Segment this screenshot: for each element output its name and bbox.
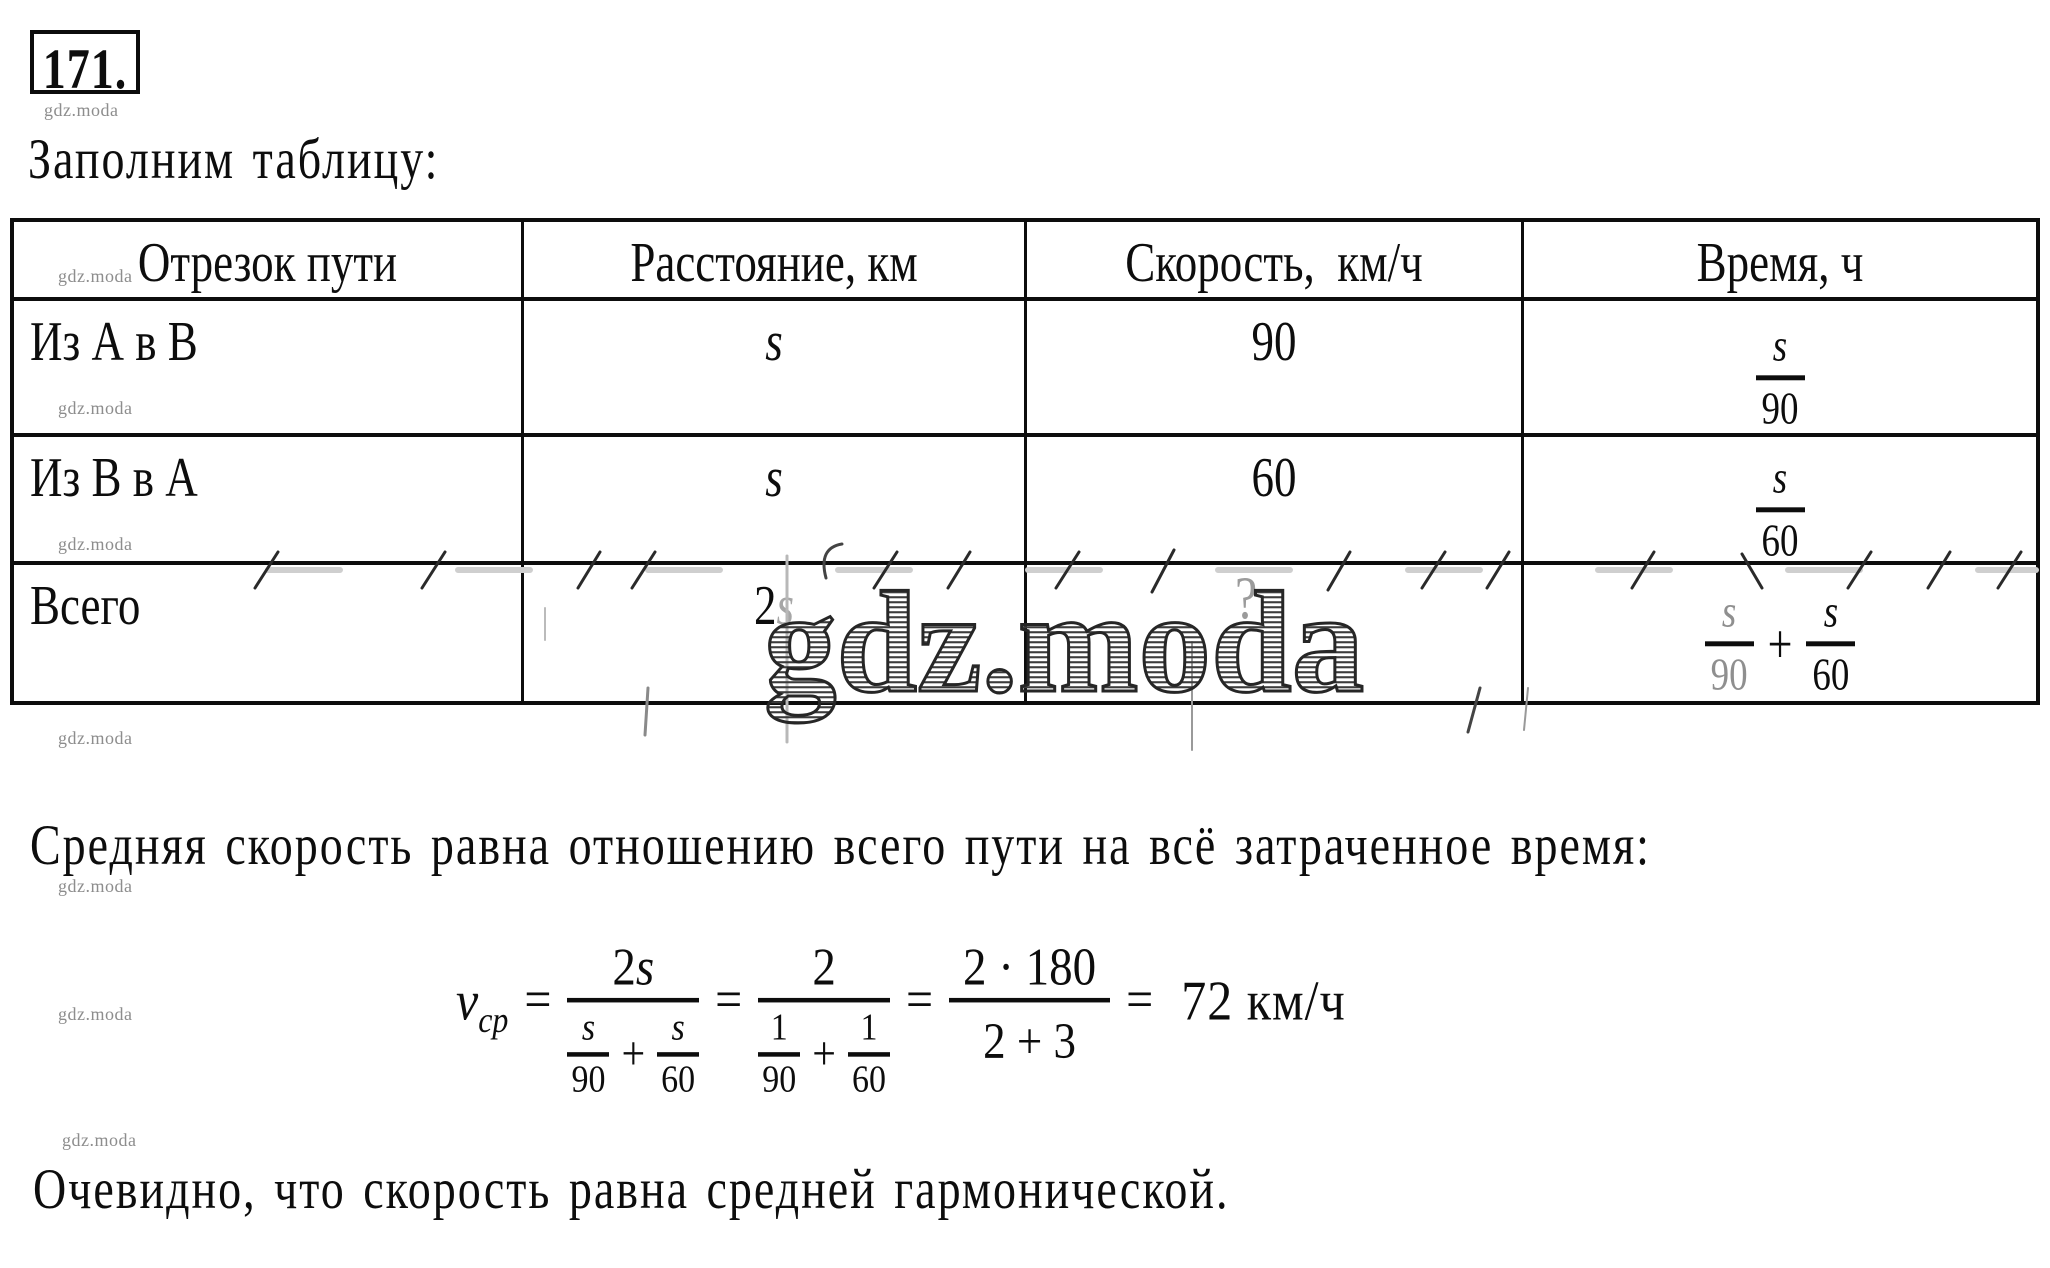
total-speed-question-mark: ? bbox=[1235, 564, 1258, 632]
fraction-bar bbox=[567, 997, 700, 1003]
row-ba-time: s 60 bbox=[1524, 437, 2036, 567]
row-total-speed: ? bbox=[1027, 564, 1524, 701]
problem-number-box: 171. bbox=[30, 30, 140, 100]
formula-variable: vср bbox=[456, 968, 509, 1040]
mini-fraction-s-60: s 60 bbox=[657, 1008, 700, 1101]
row-ab-label: Из А в В bbox=[14, 301, 524, 437]
plus-sign: + bbox=[621, 1028, 646, 1081]
watermark-small-8: gdz.moda bbox=[62, 1130, 137, 1150]
row-total-label: Всего bbox=[14, 565, 524, 701]
plus-sign: + bbox=[1767, 613, 1793, 675]
equals-sign: = bbox=[1126, 969, 1154, 1030]
fraction-sum: s 90 + s 60 bbox=[1704, 587, 1856, 701]
watermark-small-2: gdz.moda bbox=[58, 266, 133, 286]
watermark-big: gdz.moda bbox=[763, 562, 1366, 725]
solution-table: Отрезок пути Расстояние, км Скорость, км… bbox=[10, 218, 2040, 705]
table-header-distance: Расстояние, км bbox=[524, 222, 1027, 301]
fraction-bar bbox=[758, 997, 890, 1003]
fraction-s-60-2: s 60 bbox=[1806, 587, 1856, 701]
row-total-distance: 2s bbox=[524, 565, 1027, 701]
scribble-marks bbox=[253, 542, 2039, 751]
table-header-segment: Отрезок пути bbox=[14, 222, 524, 301]
fraction-s-90-dim: s 90 bbox=[1704, 587, 1754, 701]
intro-text: Заполним таблицу: bbox=[28, 127, 440, 191]
problem-number: 171. bbox=[42, 36, 128, 100]
row-ba-distance: s bbox=[524, 437, 1027, 565]
equals-sign: = bbox=[524, 969, 552, 1030]
mini-fraction-s-90: s 90 bbox=[567, 1008, 610, 1101]
average-speed-paragraph: Средняя скорость равна отношению всего п… bbox=[30, 813, 1651, 877]
fraction-3: 2 · 180 2 + 3 bbox=[949, 932, 1111, 1073]
fraction-2-denominator: 1 90 + 1 60 bbox=[758, 1002, 890, 1100]
watermark-small-3: gdz.moda bbox=[58, 398, 133, 418]
fraction-s-60: s 60 bbox=[1755, 453, 1805, 567]
row-ba-label: Из В в А bbox=[14, 437, 524, 565]
equals-sign: = bbox=[905, 969, 934, 1030]
watermark-small-7: gdz.moda bbox=[58, 1004, 133, 1024]
row-ab-time: s 90 bbox=[1524, 301, 2036, 437]
mini-fraction-1-90: 1 90 bbox=[758, 1007, 801, 1101]
watermark-big-text: gdz.moda bbox=[764, 563, 1364, 723]
watermark-small-5: gdz.moda bbox=[58, 728, 133, 748]
watermark-small-6: gdz.moda bbox=[58, 876, 133, 896]
row-ab-distance: s bbox=[524, 301, 1027, 437]
watermark-small-4: gdz.moda bbox=[58, 534, 133, 554]
mini-fraction-1-60: 1 60 bbox=[847, 1007, 890, 1101]
row-total-time: s 90 + s 60 bbox=[1524, 565, 2036, 701]
fraction-2-numerator: 2 bbox=[812, 938, 836, 997]
fraction-2: 2 1 90 + 1 60 bbox=[758, 932, 890, 1100]
equals-sign: = bbox=[715, 969, 743, 1030]
fraction-s-90: s 90 bbox=[1755, 321, 1805, 435]
plus-sign: + bbox=[812, 1028, 836, 1081]
fraction-3-numerator: 2 · 180 bbox=[963, 938, 1097, 997]
table-header-speed: Скорость, км/ч bbox=[1027, 222, 1524, 301]
fraction-1-denominator: s 90 + s 60 bbox=[567, 1002, 700, 1101]
fraction-3-denominator: 2 + 3 bbox=[983, 1012, 1077, 1070]
fraction-bar bbox=[949, 997, 1111, 1003]
formula-result: 72 км/ч bbox=[1181, 968, 1346, 1032]
conclusion-text: Очевидно, что скорость равна средней гар… bbox=[33, 1157, 1230, 1221]
table-header-time: Время, ч bbox=[1524, 222, 2036, 301]
row-ba-speed: 60 bbox=[1027, 437, 1524, 565]
watermark-small-1: gdz.moda bbox=[44, 100, 119, 120]
row-ab-speed: 90 bbox=[1027, 301, 1524, 437]
